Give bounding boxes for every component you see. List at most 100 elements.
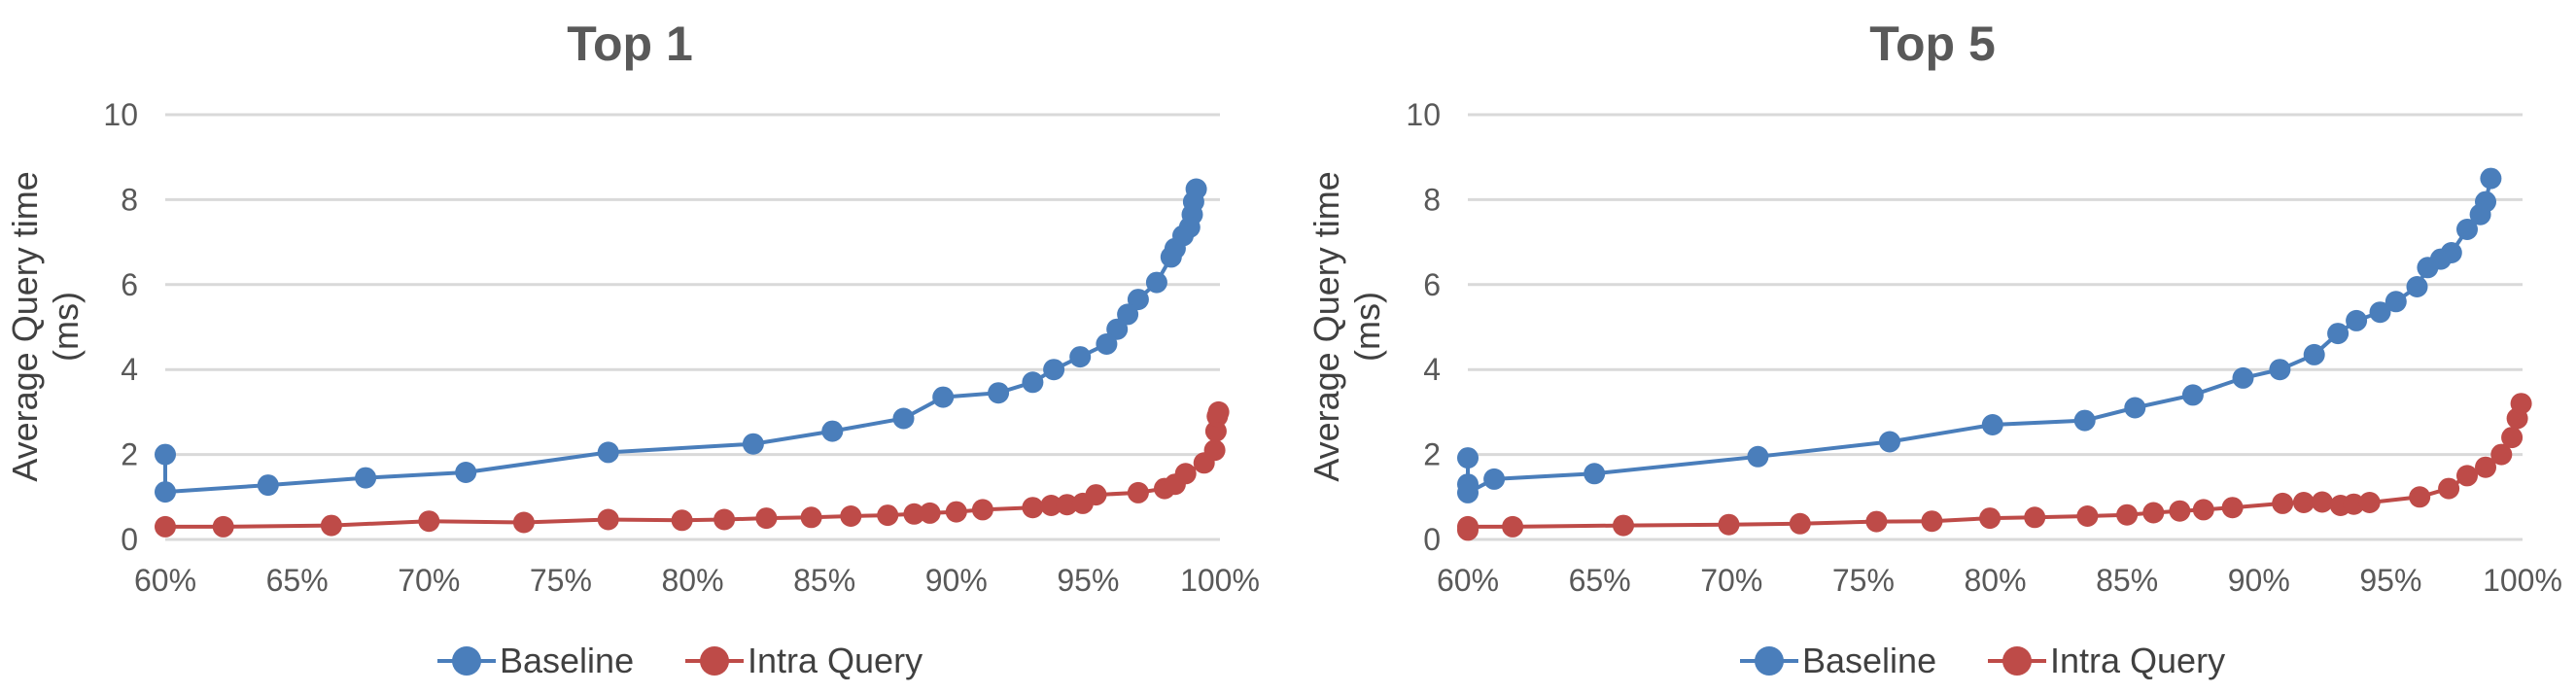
- data-point: [988, 382, 1010, 404]
- series-line: [163, 189, 1199, 495]
- data-point: [892, 407, 915, 430]
- y-tick-label: 2: [1423, 437, 1441, 472]
- data-point: [1145, 271, 1167, 294]
- y-axis-label: Average Query time: [5, 171, 45, 481]
- legend-label: Intra Query: [748, 641, 922, 680]
- data-point: [2480, 167, 2502, 190]
- data-point: [1865, 510, 1888, 533]
- y-tick-label: 6: [1423, 267, 1441, 302]
- data-point: [2343, 493, 2365, 515]
- x-tick-label: 85%: [2096, 563, 2158, 598]
- legend-item: Intra Query: [685, 641, 922, 680]
- y-tick-label: 2: [121, 437, 138, 472]
- data-point: [2124, 397, 2146, 419]
- data-point: [155, 481, 176, 503]
- data-point: [755, 507, 778, 530]
- data-point: [1921, 510, 1943, 533]
- y-tick-label: 0: [1423, 522, 1441, 557]
- data-point: [2417, 257, 2439, 279]
- data-point: [2116, 503, 2139, 526]
- data-point: [597, 508, 619, 531]
- y-tick-label: 10: [103, 97, 138, 132]
- data-point: [1085, 484, 1107, 506]
- data-point: [1747, 445, 1769, 468]
- data-point: [1127, 481, 1149, 503]
- legend-marker: [1755, 646, 1784, 676]
- y-tick-label: 0: [121, 522, 138, 557]
- x-tick-label: 60%: [134, 563, 196, 598]
- data-point: [2327, 323, 2350, 345]
- data-point: [2142, 502, 2165, 524]
- y-tick-label: 4: [121, 352, 138, 387]
- data-point: [1502, 515, 1524, 538]
- data-point: [1483, 468, 1506, 490]
- legend-marker: [452, 646, 481, 676]
- data-point: [2346, 309, 2368, 331]
- data-point: [2456, 219, 2478, 240]
- data-point: [800, 506, 822, 529]
- x-tick-label: 75%: [530, 563, 592, 598]
- data-point: [1022, 497, 1044, 519]
- y-axis-label-unit: (ms): [1347, 292, 1387, 362]
- y-tick-label: 10: [1406, 97, 1441, 132]
- data-point: [840, 505, 862, 527]
- data-point: [2456, 465, 2478, 487]
- y-tick-label: 8: [121, 182, 138, 217]
- data-point: [1457, 447, 1479, 469]
- y-axis-label-unit: (ms): [46, 292, 86, 362]
- x-tick-label: 70%: [1700, 563, 1762, 598]
- data-point: [2409, 486, 2431, 508]
- data-point: [2490, 443, 2513, 466]
- data-point: [1613, 514, 1634, 537]
- data-point: [2311, 491, 2333, 513]
- series-intra-query: [1457, 393, 2532, 541]
- x-tick-label: 65%: [266, 563, 329, 598]
- legend-item: Baseline: [437, 641, 634, 680]
- data-point: [903, 503, 925, 525]
- data-point: [2192, 499, 2214, 521]
- legend-label: Intra Query: [2050, 641, 2225, 680]
- data-point: [1022, 371, 1044, 394]
- data-point: [2303, 343, 2325, 365]
- legend-item: Baseline: [1740, 641, 1936, 680]
- data-point: [1584, 463, 1606, 485]
- data-point: [919, 502, 941, 524]
- chart-1: Top 1 0 2 4 6 8 10 60% 65% 70% 75% 80% 85% 90% 95% 100%…: [5, 17, 1260, 680]
- y-tick-label: 4: [1423, 352, 1441, 387]
- data-point: [742, 433, 764, 455]
- legend-item: Intra Query: [1988, 641, 2225, 680]
- data-point: [1160, 246, 1182, 268]
- data-point: [1718, 513, 1740, 536]
- x-tick-label: 85%: [793, 563, 855, 598]
- data-point: [2385, 291, 2407, 313]
- data-point: [2369, 301, 2391, 324]
- x-tick-label: 80%: [661, 563, 723, 598]
- data-point: [1203, 439, 1226, 462]
- data-point: [2181, 384, 2204, 406]
- data-point: [355, 467, 377, 489]
- data-point: [320, 514, 342, 537]
- legend-marker: [2002, 646, 2032, 676]
- series-baseline: [155, 178, 1207, 503]
- x-tick-label: 90%: [925, 563, 988, 598]
- data-point: [257, 474, 279, 497]
- data-point: [455, 462, 477, 483]
- y-axis-label: Average Query time: [1306, 171, 1346, 481]
- data-point: [2024, 506, 2046, 529]
- data-point: [1043, 359, 1065, 381]
- data-point: [971, 499, 993, 521]
- data-point: [1457, 473, 1479, 496]
- data-point: [1207, 400, 1230, 423]
- data-point: [1979, 507, 2002, 530]
- data-point: [2076, 505, 2099, 527]
- x-tick-label: 75%: [1832, 563, 1895, 598]
- x-tick-label: 70%: [398, 563, 460, 598]
- x-tick-label: 90%: [2228, 563, 2290, 598]
- chart-title: Top 1: [567, 17, 693, 71]
- x-tick-label: 60%: [1437, 563, 1499, 598]
- data-point: [2269, 359, 2291, 381]
- data-point: [877, 504, 899, 527]
- data-point: [1127, 289, 1149, 311]
- data-point: [1457, 515, 1479, 538]
